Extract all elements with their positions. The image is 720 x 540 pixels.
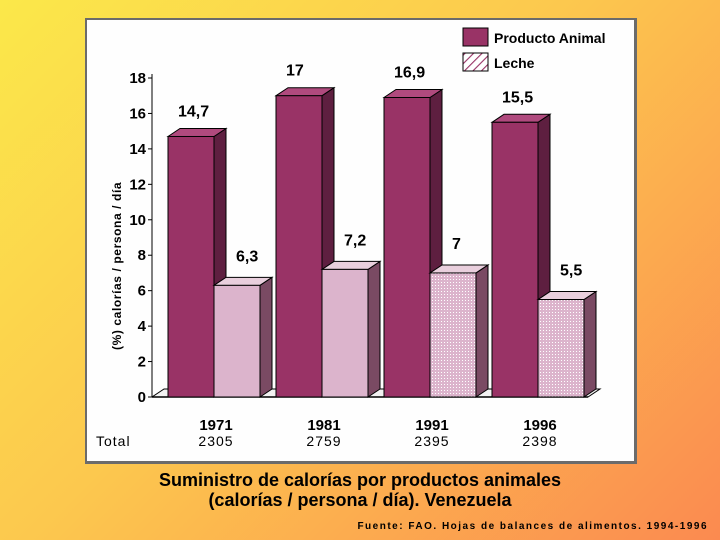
bar-animal-1971-front <box>167 135 215 398</box>
bar-leche-1981-side <box>367 260 381 398</box>
data-label-leche-1996: 5,5 <box>560 263 582 280</box>
legend-swatch-leche <box>462 52 489 72</box>
bar-leche-1981 <box>320 260 382 398</box>
y-tick-label: 12 <box>129 176 146 193</box>
legend-swatch-animal <box>462 27 489 47</box>
y-tick-label: 8 <box>138 247 146 264</box>
x-tick-label-1991: 1991 <box>415 417 448 434</box>
chart-title: Suministro de calorías por productos ani… <box>60 470 660 510</box>
bar-leche-1991-side <box>475 264 489 398</box>
data-label-leche-1991: 7 <box>452 236 461 253</box>
legend-label-leche: Leche <box>494 55 535 71</box>
data-label-animal-1981: 17 <box>286 63 304 80</box>
y-tick-label: 2 <box>138 354 146 371</box>
y-tick-label: 18 <box>129 70 146 87</box>
bar-leche-1971 <box>212 276 274 398</box>
data-label-animal-1996: 15,5 <box>502 89 533 106</box>
x-tick-label-1981: 1981 <box>307 417 340 434</box>
y-axis-label: (%) calorías / persona / día <box>110 182 124 350</box>
totals-label: Total <box>96 433 131 449</box>
chart-title-line2: (calorías / persona / día). Venezuela <box>208 490 512 510</box>
bar-leche-1991 <box>428 264 490 398</box>
total-value-1981: 2759 <box>306 433 341 449</box>
y-tick-label: 6 <box>138 283 146 300</box>
total-value-1996: 2398 <box>522 433 557 449</box>
data-label-animal-1971: 14,7 <box>178 103 209 120</box>
bar-leche-1991-front <box>429 272 477 398</box>
y-tick-label: 10 <box>129 212 146 229</box>
data-label-leche-1981: 7,2 <box>344 232 366 249</box>
bar-leche-1996-side <box>583 290 597 398</box>
x-tick-label-1996: 1996 <box>523 417 556 434</box>
y-tick-label: 14 <box>129 141 146 158</box>
bar-leche-1971-front <box>213 284 261 398</box>
bar-leche-1981-front <box>321 268 369 398</box>
total-value-1991: 2395 <box>414 433 449 449</box>
bar-animal-1991-front <box>383 96 431 398</box>
legend-label-animal: Producto Animal <box>494 30 606 46</box>
y-tick-label: 0 <box>138 389 146 406</box>
bar-leche-1971-side <box>259 276 273 398</box>
source-note: Fuente: FAO. Hojas de balances de alimen… <box>357 521 708 532</box>
chart-title-line1: Suministro de calorías por productos ani… <box>158 470 562 490</box>
data-label-leche-1971: 6,3 <box>236 248 258 265</box>
x-tick-label-1971: 1971 <box>199 417 232 434</box>
data-label-animal-1991: 16,9 <box>394 64 425 81</box>
y-tick-label: 4 <box>138 318 147 335</box>
bar-animal-1996-front <box>491 121 539 398</box>
total-value-1971: 2305 <box>198 433 233 449</box>
bar-leche-1996-front <box>537 299 585 398</box>
bar-animal-1981-front <box>275 95 323 398</box>
y-tick-label: 16 <box>129 105 146 122</box>
bar-leche-1996 <box>536 290 598 398</box>
